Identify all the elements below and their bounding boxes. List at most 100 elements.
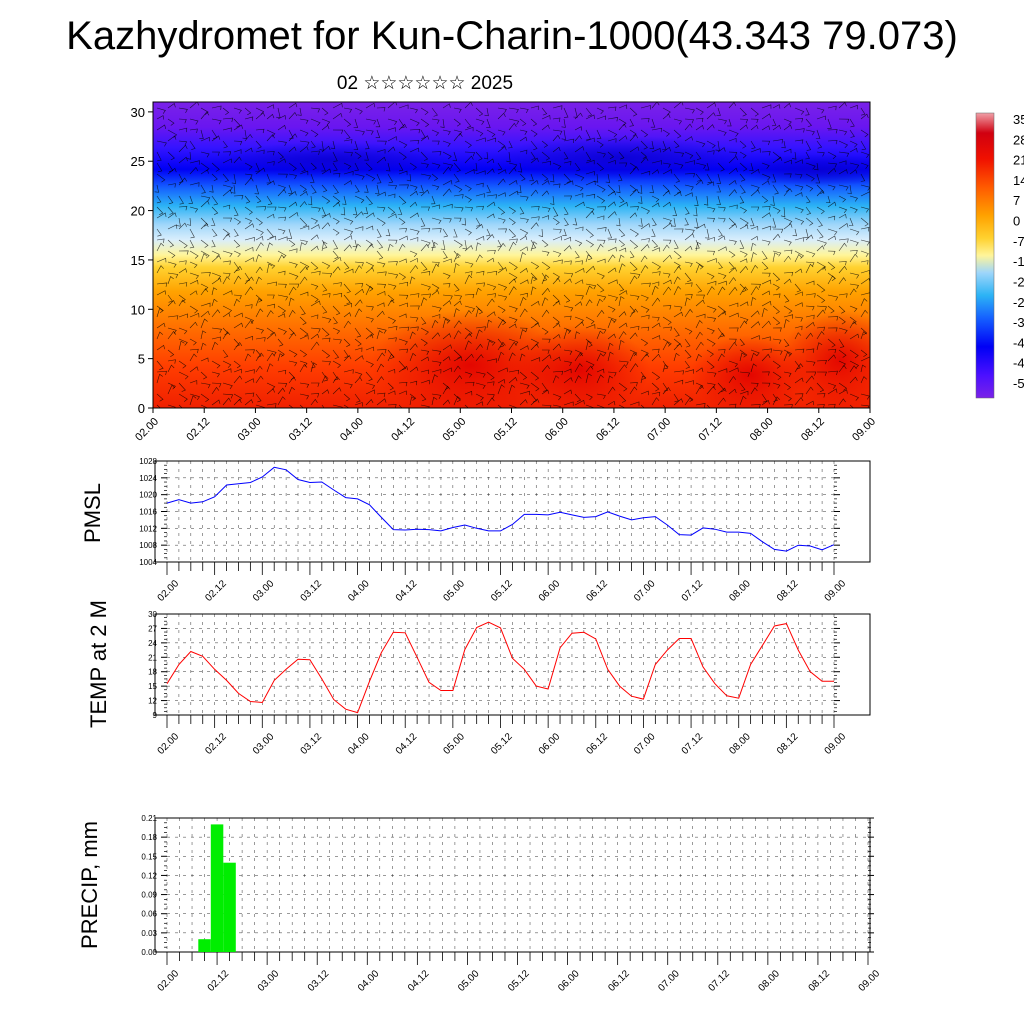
wind-barb [299, 129, 309, 137]
wind-barb [354, 195, 365, 204]
wind-barb [486, 338, 496, 346]
wind-barb [519, 228, 529, 236]
wind-barb [739, 320, 748, 329]
wind-barb [453, 239, 463, 248]
wind-barb [156, 238, 165, 243]
wind-barb [838, 316, 846, 325]
temp-x-tick-label: 05.00 [442, 731, 468, 757]
wind-barb [761, 272, 771, 278]
wind-barb [585, 239, 595, 248]
wind-barb [849, 147, 858, 153]
colorbar-label: -28 [1013, 295, 1024, 310]
wind-barb [376, 239, 384, 249]
wind-barb [783, 118, 792, 126]
wind-barb [431, 314, 441, 319]
wind-barb [211, 129, 218, 139]
wind-barb [705, 228, 710, 239]
wind-barb [332, 228, 340, 236]
wind-barb [783, 102, 792, 109]
wind-barb [376, 376, 385, 384]
wind-barb [332, 266, 341, 274]
wind-barb [255, 242, 264, 252]
wind-barb [816, 342, 823, 351]
wind-barb [299, 291, 309, 297]
wind-barb [849, 320, 857, 329]
wind-barb [398, 258, 407, 264]
wind-barb [167, 404, 176, 408]
wind-barb [453, 263, 460, 274]
wind-barb [585, 107, 593, 117]
wind-barb [354, 226, 364, 231]
wind-barb [486, 319, 493, 329]
wind-barb [486, 283, 497, 291]
wind-barb [475, 282, 485, 287]
wind-barb [629, 382, 638, 387]
wind-barb [739, 124, 748, 131]
wind-barb [255, 235, 264, 241]
wind-barb [156, 322, 166, 329]
wind-barb [233, 149, 242, 154]
wind-barb [343, 180, 353, 186]
wind-barb [717, 129, 727, 136]
wind-barb [431, 374, 438, 384]
wind-barb [376, 140, 387, 146]
wind-barb [288, 162, 297, 171]
wind-barb [585, 365, 594, 373]
wind-barb [827, 305, 835, 314]
wind-barb [684, 206, 690, 215]
wind-barb [464, 340, 472, 351]
wind-barb [563, 278, 572, 285]
wind-barb [838, 338, 845, 348]
wind-barb [154, 184, 159, 193]
wind-barb [640, 282, 651, 288]
temp-x-tick-label: 06.00 [537, 731, 563, 757]
wind-barb [552, 334, 561, 340]
wind-barb [497, 140, 506, 149]
wind-barb [519, 308, 528, 318]
wind-barb [717, 353, 725, 362]
wind-barb [552, 146, 561, 153]
precip-x-tick-label: 04.12 [406, 968, 432, 994]
wind-barb [321, 389, 330, 395]
wind-barb [827, 201, 837, 208]
wind-barb [585, 171, 595, 176]
wind-barb [409, 352, 417, 362]
wind-barb [673, 276, 681, 285]
wind-barb [838, 242, 847, 252]
wind-barb [860, 206, 870, 213]
wind-barb [497, 351, 505, 362]
wind-barb [453, 173, 460, 183]
pmsl-x-tick-label: 06.00 [537, 578, 563, 604]
colorbar-label: -21 [1013, 274, 1024, 289]
wind-barb [618, 228, 626, 238]
wind-barb [728, 151, 738, 157]
wind-barb [244, 319, 254, 329]
wind-barb [783, 239, 792, 246]
wind-barb [244, 147, 253, 153]
wind-barb [849, 195, 858, 202]
wind-barb [297, 107, 302, 116]
wind-barb [827, 215, 836, 221]
wind-barb [849, 305, 858, 312]
colorbar-label: 14 [1013, 173, 1024, 188]
wind-barb [354, 243, 361, 252]
wind-barb [233, 156, 242, 164]
wind-barb [827, 294, 839, 301]
wind-barb [244, 276, 254, 285]
wind-barb [750, 124, 759, 131]
wind-barb [739, 395, 747, 406]
wind-barb [189, 272, 199, 280]
heatmap-x-tick-label: 05.00 [440, 416, 468, 444]
wind-barb [750, 118, 759, 124]
wind-barb [365, 261, 375, 269]
wind-barb [497, 162, 503, 171]
precip-x-tick-label: 07.00 [656, 968, 682, 994]
wind-barb [167, 239, 175, 248]
wind-barb [508, 107, 519, 114]
wind-barb [233, 107, 242, 114]
wind-barb [706, 250, 716, 256]
wind-barb [332, 305, 341, 316]
wind-barb [453, 300, 462, 307]
wind-barb [475, 326, 486, 331]
wind-barb [321, 118, 331, 126]
